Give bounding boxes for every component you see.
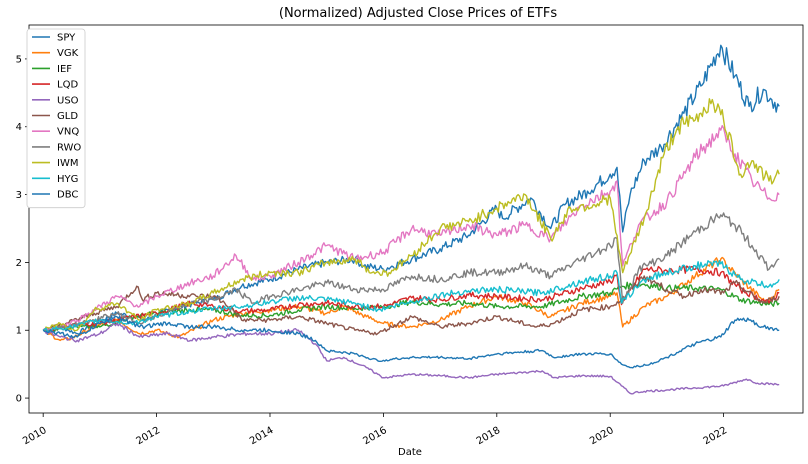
y-tick-label: 3 [16,190,22,201]
x-axis: 2010 2012 2014 2016 2018 2020 2022 [21,413,729,447]
legend-label-gld: GLD [57,111,78,122]
plot-frame [28,24,804,414]
legend-label-rwo: RWO [57,142,81,153]
legend-label-vgk: VGK [57,48,79,59]
series-line-dbc [42,315,780,369]
series-line-hyg [42,260,780,333]
series-line-vnq [42,125,780,332]
x-axis-label: Date [398,447,422,458]
legend-label-spy: SPY [57,33,76,44]
y-tick-label: 4 [16,122,22,133]
legend-label-uso: USO [57,95,79,106]
plot-area [28,24,804,414]
legend-label-hyg: HYG [57,174,78,185]
x-tick-label: 2020 [588,425,616,447]
y-tick-label: 0 [16,394,22,405]
y-tick-label: 1 [16,326,22,337]
y-tick-label: 5 [16,54,22,65]
x-tick-label: 2012 [135,425,163,447]
x-tick-label: 2016 [361,425,389,447]
legend: SPY VGK IEF LQD USO GLD VNQ RWO IWM HYG DBC [26,28,86,209]
series-line-gld [42,275,780,336]
chart-title: (Normalized) Adjusted Close Prices of ET… [279,6,557,21]
series-line-spy [42,44,780,335]
legend-label-dbc: DBC [57,190,78,201]
series-lines [42,44,780,395]
series-line-uso [42,322,780,395]
x-tick-label: 2010 [21,425,49,447]
series-line-iwm [42,98,780,332]
x-tick-label: 2014 [248,425,276,447]
legend-label-vnq: VNQ [57,127,79,138]
y-tick-label: 2 [16,258,22,269]
x-tick-label: 2018 [475,425,503,447]
x-tick-label: 2022 [702,425,730,447]
series-line-lqd [42,265,780,332]
legend-label-ief: IEF [57,64,72,75]
legend-label-lqd: LQD [57,80,78,91]
legend-label-iwm: IWM [57,158,78,169]
